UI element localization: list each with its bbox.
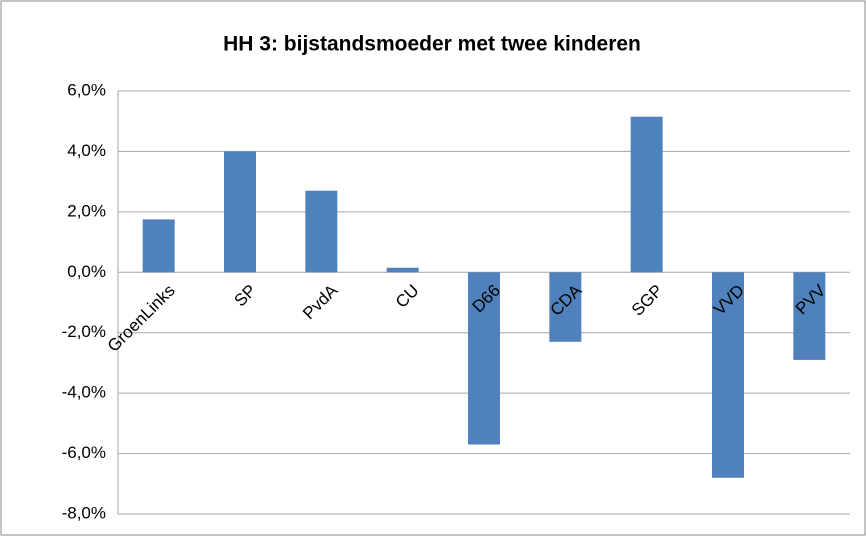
y-tick-label: 6,0%	[67, 80, 106, 99]
y-tick-label: -6,0%	[62, 443, 106, 462]
bar	[712, 272, 744, 478]
bar	[793, 272, 826, 360]
bar	[142, 219, 175, 273]
y-tick-label: 4,0%	[67, 141, 106, 160]
bar	[305, 190, 338, 273]
bar	[549, 272, 582, 342]
y-tick-label: 2,0%	[67, 201, 106, 220]
y-tick-label: -8,0%	[62, 503, 106, 522]
y-tick-label: -4,0%	[62, 383, 106, 402]
chart-title: HH 3: bijstandsmoeder met twee kinderen	[223, 33, 641, 56]
bar	[468, 272, 500, 445]
bar	[386, 267, 419, 273]
bar	[224, 151, 256, 273]
y-tick-label: 0,0%	[67, 262, 106, 281]
y-tick-label: -2,0%	[62, 322, 106, 341]
bar	[630, 116, 663, 273]
